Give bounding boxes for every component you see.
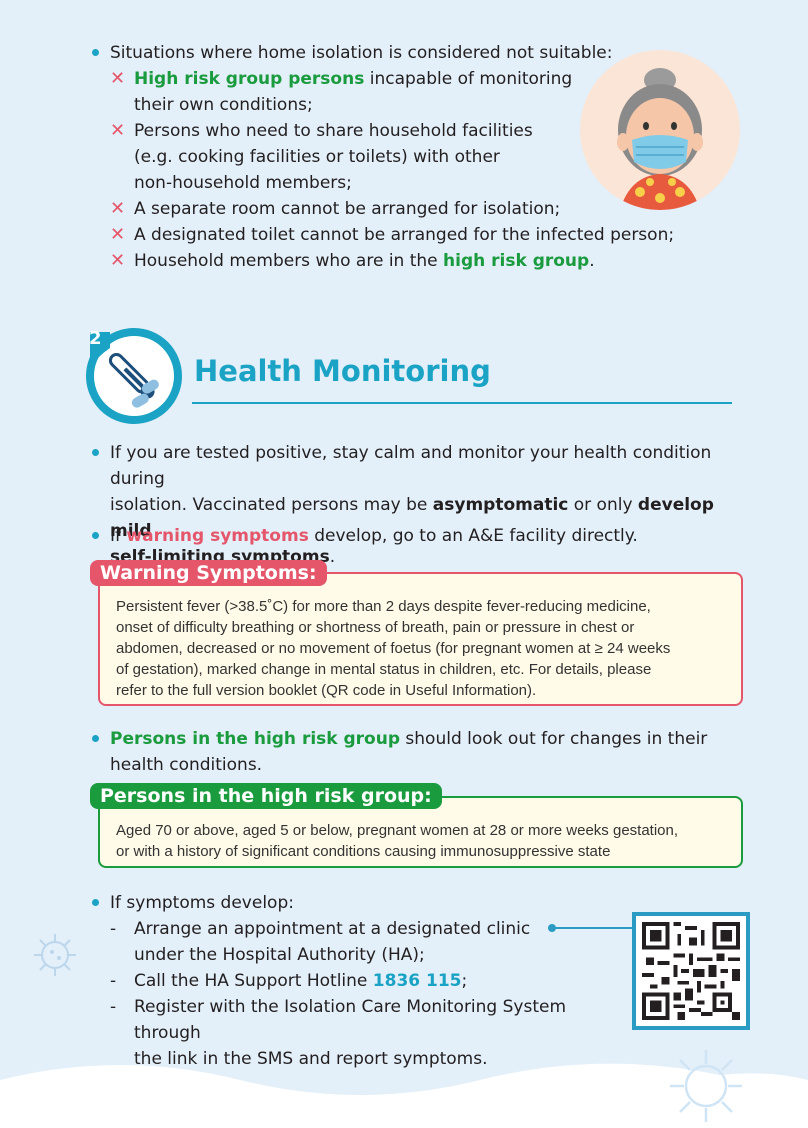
warning-symptoms-tag: Warning Symptoms: xyxy=(90,560,327,586)
text-run: If you are tested positive, stay calm an… xyxy=(110,443,712,489)
cross-icon: ✕ xyxy=(110,120,126,141)
text-run: isolation. Vaccinated persons may be xyxy=(110,495,433,515)
title-divider xyxy=(192,402,732,404)
bold-text: develop mild xyxy=(110,495,714,541)
text-run: If xyxy=(110,526,127,546)
item-text: . xyxy=(589,251,595,271)
text-run: ; xyxy=(461,971,468,991)
cross-icon: ✕ xyxy=(110,224,126,245)
thermometer-section-icon: 2 xyxy=(84,326,184,426)
unsuitable-situations: Situations where home isolation is consi… xyxy=(92,40,692,274)
paragraph-text: If you are tested positive, stay calm an… xyxy=(92,440,732,570)
list-item: Arrange an appointment at a designated c… xyxy=(110,916,632,968)
item-text: Household members who are in the xyxy=(134,251,444,271)
qr-code[interactable] xyxy=(632,912,750,1030)
text-run: Call the HA Support Hotline xyxy=(134,971,373,991)
hotline-number: 1836 115 xyxy=(372,971,462,991)
text-line: refer to the full version booklet (QR co… xyxy=(116,682,537,699)
steps-list: Arrange an appointment at a designated c… xyxy=(110,916,632,1072)
list-item: ✕ Persons who need to share household fa… xyxy=(110,118,692,196)
list-item: Call the HA Support Hotline 1836 115; xyxy=(110,968,632,994)
elderly-woman-mask-illustration xyxy=(580,50,740,210)
text-run: Arrange an appointment at a designated c… xyxy=(134,919,531,939)
text-line: of gestation), marked change in mental s… xyxy=(116,661,652,678)
footer-wave xyxy=(0,1063,808,1128)
paragraph-text: Persons in the high risk group should lo… xyxy=(92,726,732,778)
item-text: A separate room cannot be arranged for i… xyxy=(134,199,561,219)
bold-text: asymptomatic xyxy=(432,495,569,515)
high-risk-paragraph: Persons in the high risk group should lo… xyxy=(92,726,732,778)
list-item: ✕ High risk group persons incapable of m… xyxy=(110,66,692,118)
positive-test-paragraph: If you are tested positive, stay calm an… xyxy=(92,440,732,570)
text-line: onset of difficulty breathing or shortne… xyxy=(116,619,635,636)
highlight-text: Persons in the high risk group xyxy=(110,729,401,749)
text-run: develop, go to an A&E facility directly. xyxy=(308,526,638,546)
list-item: Register with the Isolation Care Monitor… xyxy=(110,994,632,1072)
paragraph-text: If symptoms develop: xyxy=(92,890,632,916)
warning-symptoms-text: Persistent fever (>38.5˚C) for more than… xyxy=(116,596,736,701)
list-item: ✕ A designated toilet cannot be arranged… xyxy=(110,222,692,248)
highlight-text: High risk group persons xyxy=(134,69,365,89)
text-line: or with a history of significant conditi… xyxy=(116,843,611,860)
unsuitable-list: ✕ High risk group persons incapable of m… xyxy=(110,66,692,274)
connector-line xyxy=(552,927,632,929)
item-text: incapable of monitoring xyxy=(364,69,573,89)
item-text: non-household members; xyxy=(134,173,352,193)
high-risk-group-tag: Persons in the high risk group: xyxy=(90,783,442,809)
highlight-text: high risk group xyxy=(443,251,590,271)
virus-icon xyxy=(34,934,76,976)
cross-icon: ✕ xyxy=(110,68,126,89)
highlight-text: warning symptoms xyxy=(126,526,309,546)
symptoms-develop-paragraph: If symptoms develop: Arrange an appointm… xyxy=(92,890,632,1072)
warning-symptoms-box: Persistent fever (>38.5˚C) for more than… xyxy=(98,572,743,706)
cross-icon: ✕ xyxy=(110,198,126,219)
text-line: Aged 70 or above, aged 5 or below, pregn… xyxy=(116,822,679,839)
virus-icon xyxy=(670,1050,742,1122)
item-text: Persons who need to share household faci… xyxy=(134,121,533,141)
item-text: (e.g. cooking facilities or toilets) wit… xyxy=(134,147,500,167)
high-risk-group-text: Aged 70 or above, aged 5 or below, pregn… xyxy=(116,820,741,862)
text-line: abdomen, decreased or no movement of foe… xyxy=(116,640,671,657)
warning-paragraph: If warning symptoms develop, go to an A&… xyxy=(92,523,732,549)
text-run: . xyxy=(329,547,336,567)
text-run: under the Hospital Authority (HA); xyxy=(134,945,425,965)
text-run: should look out for changes in their xyxy=(400,729,708,749)
intro-line: Situations where home isolation is consi… xyxy=(92,40,692,66)
text-run: Register with the Isolation Care Monitor… xyxy=(134,997,567,1043)
text-run: health conditions. xyxy=(110,755,263,775)
section-number: 2 xyxy=(89,328,102,349)
list-item: ✕ A separate room cannot be arranged for… xyxy=(110,196,692,222)
item-text: A designated toilet cannot be arranged f… xyxy=(134,225,675,245)
text-run: the link in the SMS and report symptoms. xyxy=(134,1049,488,1069)
cross-icon: ✕ xyxy=(110,250,126,271)
text-run: or only xyxy=(568,495,638,515)
section-title: Health Monitoring xyxy=(194,354,491,388)
list-item: ✕ Household members who are in the high … xyxy=(110,248,692,274)
text-line: Persistent fever (>38.5˚C) for more than… xyxy=(116,598,651,615)
item-text: their own conditions; xyxy=(134,95,313,115)
paragraph-text: If warning symptoms develop, go to an A&… xyxy=(92,523,732,549)
